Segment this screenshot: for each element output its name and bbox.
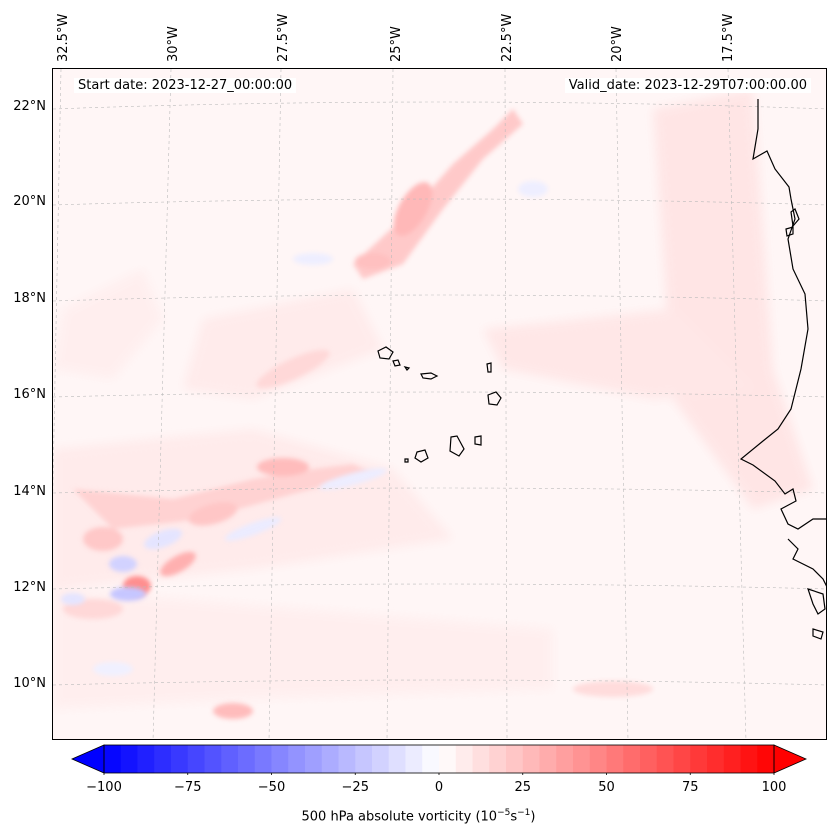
colorbar-segment: [623, 745, 641, 773]
colorbar-segment: [656, 745, 674, 773]
colorbar-tick-label: 25: [514, 780, 532, 795]
colorbar-tick-label: −100: [86, 780, 122, 795]
latitude-label: 12°N: [13, 580, 46, 595]
colorbar-segment: [690, 745, 708, 773]
colorbar-segment: [640, 745, 658, 773]
colorbar-segment: [355, 745, 373, 773]
colorbar-segment: [439, 745, 457, 773]
cape-verde-islands: [377, 346, 502, 463]
colorbar-segment: [372, 745, 390, 773]
colorbar-segment: [305, 745, 323, 773]
longitude-label: 25°W: [389, 26, 404, 62]
colorbar-segment: [522, 745, 540, 773]
colorbar-segment: [740, 745, 758, 773]
valid-date-label: Valid_date: 2023-12-29T07:00:00.00: [564, 78, 811, 93]
africa-coastline: [739, 99, 826, 640]
colorbar-segment: [388, 745, 406, 773]
latitude-label: 18°N: [13, 291, 46, 306]
colorbar-segment: [154, 745, 172, 773]
colorbar-segment: [137, 745, 155, 773]
negative-vorticity-areas: [61, 181, 548, 676]
colorbar: [71, 744, 807, 775]
colorbar-segment: [338, 745, 356, 773]
longitude-label: 30°W: [166, 26, 181, 62]
latitude-label: 16°N: [13, 387, 46, 402]
colorbar-tick-label: −75: [174, 780, 202, 795]
latitude-label: 22°N: [13, 99, 46, 114]
colorbar-segment: [573, 745, 591, 773]
colorbar-segment: [673, 745, 691, 773]
colorbar-segment: [405, 745, 423, 773]
start-date-label: Start date: 2023-12-27_00:00:00: [74, 78, 297, 93]
longitude-label: 22.5°W: [500, 13, 515, 62]
colorbar-segment: [489, 745, 507, 773]
latitude-label: 20°N: [13, 194, 46, 209]
colorbar-segment: [589, 745, 607, 773]
colorbar-extend-min: [71, 744, 105, 774]
latitude-label: 14°N: [13, 484, 46, 499]
positive-vorticity-streaks: [63, 109, 653, 719]
colorbar-segment: [707, 745, 725, 773]
colorbar-tick-label: −50: [257, 780, 286, 795]
colorbar-segment: [204, 745, 222, 773]
colorbar-tick-label: 50: [598, 780, 615, 795]
colorbar-segment: [757, 745, 775, 773]
colorbar-segment: [422, 745, 440, 773]
colorbar-tick-label: −25: [341, 780, 369, 795]
colorbar-segment: [238, 745, 256, 773]
colorbar-label: 500 hPa absolute vorticity (10−5s−1): [301, 808, 536, 825]
colorbar-segment: [455, 745, 473, 773]
colorbar-segment: [271, 745, 289, 773]
vorticity-map: [53, 69, 826, 739]
colorbar-tick-label: 100: [761, 780, 787, 795]
colorbar-segment: [221, 745, 239, 773]
colorbar-segment: [254, 745, 272, 773]
colorbar-segment: [556, 745, 574, 773]
graticule: [53, 69, 826, 739]
colorbar-segment: [472, 745, 490, 773]
colorbar-segment: [104, 745, 122, 773]
longitude-label: 17.5°W: [721, 13, 736, 62]
positive-vorticity-broad: [53, 89, 813, 709]
longitude-label: 27.5°W: [276, 13, 291, 62]
colorbar-segment: [288, 745, 306, 773]
map-panel: [52, 68, 827, 740]
longitude-label: 20°W: [610, 26, 625, 62]
colorbar-tick-label: 75: [681, 780, 699, 795]
colorbar-segment: [321, 745, 339, 773]
colorbar-extend-max: [773, 744, 807, 774]
colorbar-tick-label: 0: [434, 780, 444, 795]
colorbar-segment: [539, 745, 557, 773]
colorbar-segment: [187, 745, 205, 773]
colorbar-segment: [120, 745, 138, 773]
colorbar-segment: [723, 745, 741, 773]
colorbar-segment: [606, 745, 624, 773]
colorbar-segment: [506, 745, 524, 773]
latitude-label: 10°N: [13, 676, 46, 691]
longitude-label: 32.5°W: [56, 13, 71, 62]
colorbar-segment: [171, 745, 189, 773]
